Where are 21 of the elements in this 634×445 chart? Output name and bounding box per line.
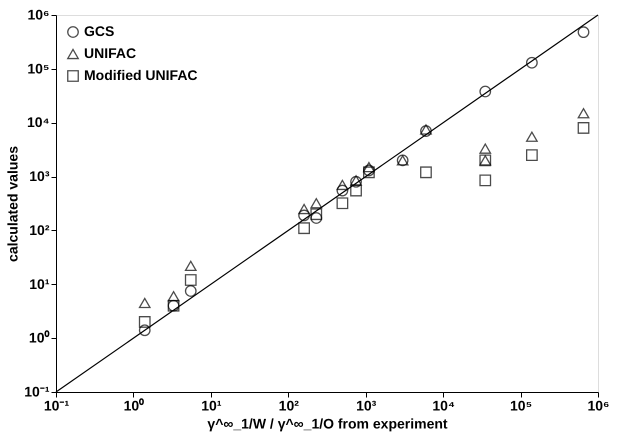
y-tick-label: 10⁰ <box>28 330 50 346</box>
y-tick-label: 10⁶ <box>27 6 50 22</box>
y-tick-label: 10³ <box>29 168 50 184</box>
y-axis-title: calculated values <box>4 146 20 262</box>
y-tick-label: 10⁵ <box>27 60 50 76</box>
x-axis-title: γ^∞_1/W / γ^∞_1/O from experiment <box>207 416 448 432</box>
legend-label: GCS <box>84 23 114 39</box>
x-tick-label: 10⁵ <box>510 398 532 414</box>
x-tick-label: 10⁴ <box>432 398 455 414</box>
legend-label: Modified UNIFAC <box>84 67 198 83</box>
x-tick-label: 10³ <box>356 398 377 414</box>
legend-label: UNIFAC <box>84 45 136 61</box>
y-tick-label: 10⁻¹ <box>24 384 50 400</box>
x-tick-label: 10⁶ <box>587 398 610 414</box>
y-tick-label: 10¹ <box>29 276 50 292</box>
y-tick-label: 10⁴ <box>27 114 50 130</box>
x-tick-label: 10⁻¹ <box>44 398 70 414</box>
x-tick-label: 10² <box>278 398 300 414</box>
x-tick-label: 10¹ <box>201 398 222 414</box>
y-tick-label: 10² <box>29 222 50 238</box>
x-tick-label: 10⁰ <box>124 398 144 414</box>
